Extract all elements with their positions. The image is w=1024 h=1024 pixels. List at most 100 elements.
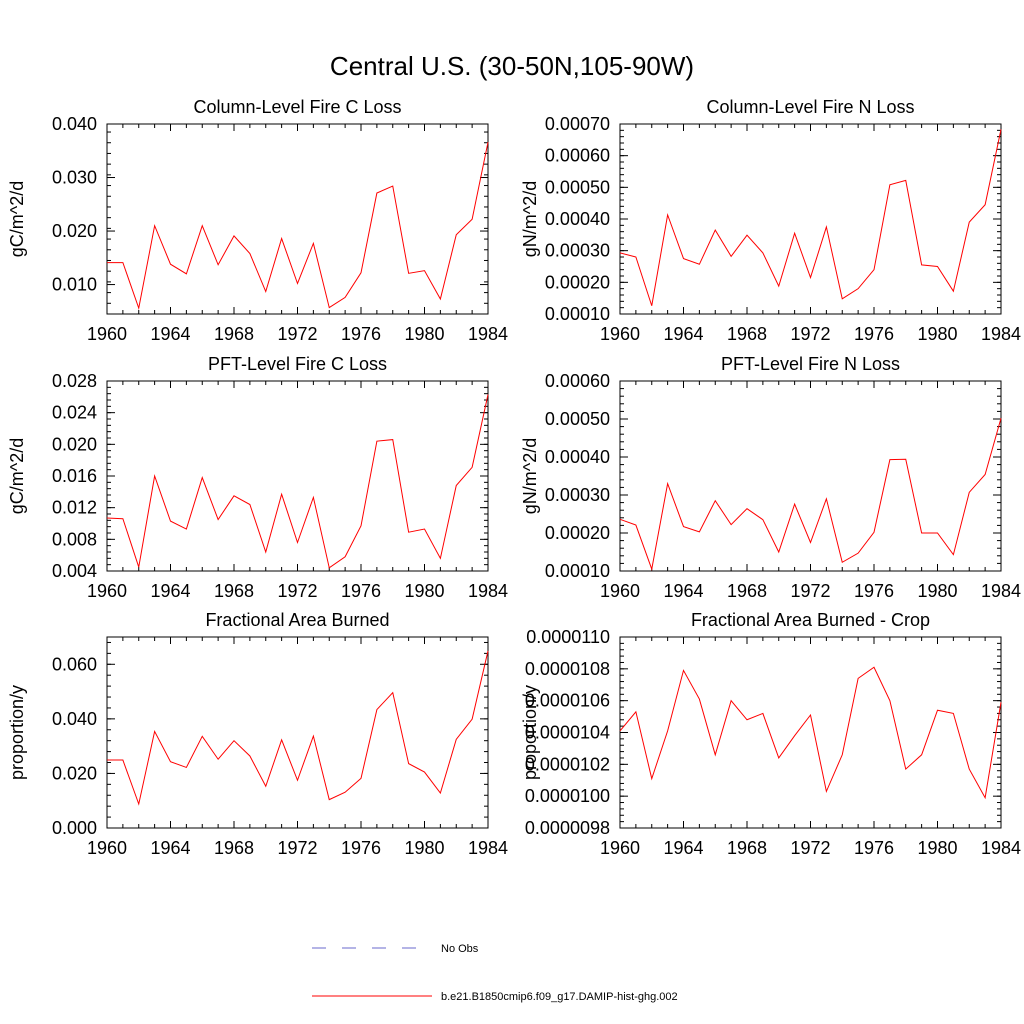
y-tick-label: 0.00050 [545, 409, 610, 429]
panel-2: Column-Level Fire N Loss gN/m^2/d 1960 1964… [520, 97, 1021, 344]
x-tick-label: 1968 [727, 324, 767, 344]
series-line [106, 394, 489, 569]
series-line [107, 650, 489, 806]
x-tick-label: 1964 [663, 838, 703, 858]
x-tick-label: 1984 [468, 838, 508, 858]
y-tick-label: 0.030 [52, 168, 97, 188]
panel-3: PFT-Level Fire C Loss gC/m^2/d 1960 1964 196… [7, 354, 508, 601]
y-tick-label: 0.0000106 [525, 691, 610, 711]
x-tick-label: 1968 [727, 581, 767, 601]
y-tick-label: 0.00030 [545, 485, 610, 505]
series-line [619, 418, 1002, 572]
x-tick-label: 1976 [854, 324, 894, 344]
x-tick-label: 1984 [981, 324, 1021, 344]
y-tick-label: 0.000 [52, 818, 97, 838]
y-axis-label: gC/m^2/d [7, 181, 27, 257]
y-tick-label: 0.016 [52, 466, 97, 486]
x-tick-label: 1964 [663, 581, 703, 601]
x-tick-label: 1960 [600, 838, 640, 858]
panel-title: Fractional Area Burned [205, 610, 389, 630]
y-tick-label: 0.00030 [545, 241, 610, 261]
x-tick-label: 1976 [341, 838, 381, 858]
x-tick-label: 1960 [87, 838, 127, 858]
y-tick-label: 0.00010 [545, 561, 610, 581]
x-tick-label: 1960 [87, 581, 127, 601]
x-tick-label: 1980 [404, 838, 444, 858]
panel-title: PFT-Level Fire N Loss [721, 354, 900, 374]
series-line [107, 142, 489, 311]
y-tick-label: 0.00020 [545, 523, 610, 543]
y-tick-label: 0.0000102 [525, 754, 610, 774]
y-tick-label: 0.004 [52, 561, 97, 581]
y-tick-label: 0.0000104 [525, 723, 610, 743]
x-tick-label: 1964 [150, 838, 190, 858]
y-axis-label: gC/m^2/d [7, 438, 27, 514]
y-tick-label: 0.024 [52, 403, 97, 423]
x-tick-label: 1968 [214, 838, 254, 858]
x-tick-label: 1972 [277, 324, 317, 344]
y-tick-label: 0.00020 [545, 272, 610, 292]
x-tick-label: 1984 [981, 838, 1021, 858]
series-line [619, 129, 1002, 306]
x-tick-label: 1972 [277, 838, 317, 858]
series-line [619, 666, 1002, 800]
panel-5: Fractional Area Burned proportion/y 1960 19… [7, 610, 508, 858]
panel-title: Column-Level Fire C Loss [193, 97, 401, 117]
plot-frame [106, 636, 489, 829]
plot-frame [619, 123, 1002, 315]
x-tick-label: 1964 [663, 324, 703, 344]
x-tick-label: 1972 [790, 838, 830, 858]
x-tick-label: 1976 [854, 838, 894, 858]
y-tick-label: 0.008 [52, 529, 97, 549]
x-tick-label: 1980 [917, 838, 957, 858]
y-tick-label: 0.00050 [545, 177, 610, 197]
x-tick-label: 1980 [404, 581, 444, 601]
y-tick-label: 0.0000100 [525, 786, 610, 806]
y-tick-label: 0.0000098 [525, 818, 610, 838]
x-tick-label: 1980 [917, 324, 957, 344]
x-tick-label: 1964 [150, 324, 190, 344]
y-tick-label: 0.010 [52, 275, 97, 295]
panel-4: PFT-Level Fire N Loss gN/m^2/d 1960 1964 196… [520, 354, 1021, 601]
x-tick-label: 1960 [87, 324, 127, 344]
x-tick-label: 1984 [981, 581, 1021, 601]
y-tick-label: 0.020 [52, 763, 97, 783]
x-tick-label: 1972 [790, 324, 830, 344]
y-tick-label: 0.00040 [545, 209, 610, 229]
y-axis-label: gN/m^2/d [520, 438, 540, 514]
x-tick-label: 1972 [277, 581, 317, 601]
panel-1: Column-Level Fire C Loss gC/m^2/d 1960 1964… [7, 97, 508, 344]
y-tick-label: 0.040 [52, 709, 97, 729]
y-tick-label: 0.00060 [545, 146, 610, 166]
legend-no-obs-label: No Obs [441, 943, 479, 955]
y-tick-label: 0.00040 [545, 447, 610, 467]
x-tick-label: 1972 [790, 581, 830, 601]
y-tick-label: 0.00070 [545, 114, 610, 134]
panel-title: Column-Level Fire N Loss [706, 97, 914, 117]
y-tick-label: 0.028 [52, 371, 97, 391]
x-tick-label: 1964 [150, 581, 190, 601]
x-tick-label: 1976 [341, 324, 381, 344]
y-tick-label: 0.020 [52, 434, 97, 454]
plot-frame [619, 636, 1002, 829]
y-tick-label: 0.00010 [545, 304, 610, 324]
x-tick-label: 1984 [468, 581, 508, 601]
y-tick-label: 0.020 [52, 221, 97, 241]
x-tick-label: 1976 [341, 581, 381, 601]
y-axis-label: gN/m^2/d [520, 181, 540, 257]
x-tick-label: 1968 [214, 324, 254, 344]
y-tick-label: 0.0000110 [526, 627, 610, 647]
x-tick-label: 1980 [917, 581, 957, 601]
y-tick-label: 0.012 [52, 498, 97, 518]
y-tick-label: 0.060 [52, 654, 97, 674]
y-axis-label: proportion/y [7, 685, 27, 780]
legend-model-label: b.e21.B1850cmip6.f09_g17.DAMIP-hist-ghg.… [441, 991, 678, 1003]
x-tick-label: 1960 [600, 324, 640, 344]
x-tick-label: 1980 [404, 324, 444, 344]
y-tick-label: 0.040 [52, 114, 97, 134]
panel-title: PFT-Level Fire C Loss [208, 354, 387, 374]
y-tick-label: 0.0000108 [525, 659, 610, 679]
panels: Column-Level Fire C Loss gC/m^2/d 1960 1964… [7, 97, 1021, 858]
x-tick-label: 1960 [600, 581, 640, 601]
